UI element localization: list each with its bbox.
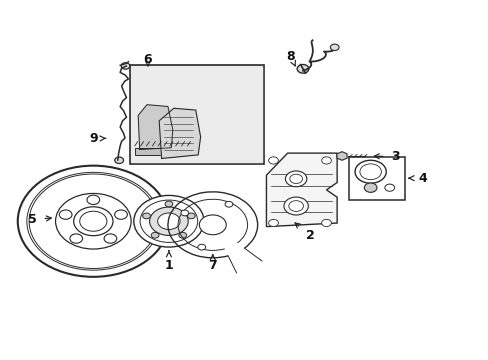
Circle shape (70, 234, 82, 243)
Circle shape (181, 210, 188, 216)
Circle shape (384, 184, 394, 191)
Circle shape (321, 157, 331, 164)
Circle shape (115, 210, 127, 219)
Bar (130, 65, 264, 164)
Bar (132, 67, 261, 162)
Circle shape (364, 183, 376, 192)
Bar (135, 148, 188, 155)
Circle shape (199, 215, 226, 235)
Circle shape (164, 201, 172, 207)
Text: 5: 5 (28, 213, 51, 226)
Circle shape (18, 166, 168, 277)
Circle shape (87, 195, 100, 204)
Text: 9: 9 (89, 132, 106, 145)
Circle shape (104, 234, 117, 243)
Polygon shape (138, 105, 172, 149)
Text: 4: 4 (408, 172, 426, 185)
Circle shape (224, 201, 232, 207)
Circle shape (179, 232, 186, 238)
Circle shape (321, 219, 331, 226)
Bar (348, 157, 405, 200)
Text: 3: 3 (373, 150, 399, 163)
Circle shape (268, 219, 278, 226)
Circle shape (115, 157, 123, 163)
Text: 8: 8 (286, 50, 295, 66)
Circle shape (268, 157, 278, 164)
Circle shape (149, 207, 188, 235)
Circle shape (142, 213, 150, 219)
Circle shape (157, 213, 180, 230)
Circle shape (285, 171, 306, 187)
Text: 1: 1 (164, 251, 173, 272)
Circle shape (134, 195, 203, 247)
Text: 6: 6 (143, 53, 152, 66)
Circle shape (121, 63, 130, 69)
Circle shape (297, 64, 308, 73)
Text: 7: 7 (208, 255, 217, 272)
Circle shape (284, 197, 308, 215)
Polygon shape (266, 153, 336, 226)
Circle shape (56, 193, 131, 249)
Circle shape (198, 244, 205, 250)
Polygon shape (159, 108, 200, 158)
Circle shape (187, 213, 195, 219)
Circle shape (59, 210, 72, 219)
Circle shape (74, 207, 113, 236)
Circle shape (140, 200, 197, 242)
Text: 2: 2 (294, 223, 314, 242)
Circle shape (330, 44, 338, 50)
Circle shape (151, 232, 159, 238)
